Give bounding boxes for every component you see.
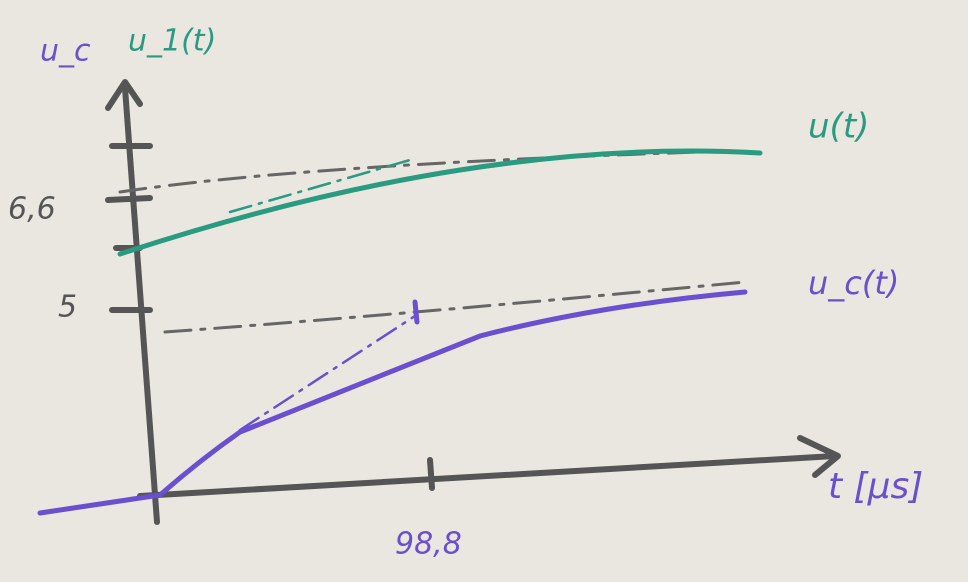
- x-tick: [430, 460, 432, 488]
- y-tick-label: 5: [58, 290, 77, 325]
- sketch: u_c u_1(t) u(t) u_c(t) 6,6 5 98,8 t [µs]: [0, 0, 968, 582]
- x-label: t [µs]: [828, 466, 923, 507]
- curve-label-u: u(t): [808, 107, 869, 147]
- y-label-u1: u_1(t): [128, 24, 216, 59]
- y-label-uc: u_c: [40, 34, 91, 69]
- curve-label-uc: u_c(t): [808, 264, 899, 302]
- page: u_c u_1(t) u(t) u_c(t) 6,6 5 98,8 t [µs]…: [0, 0, 968, 582]
- y-tick-label: 6,6: [8, 192, 56, 227]
- tangent-mark: [415, 302, 417, 322]
- x-tick-label: 98,8: [395, 527, 462, 562]
